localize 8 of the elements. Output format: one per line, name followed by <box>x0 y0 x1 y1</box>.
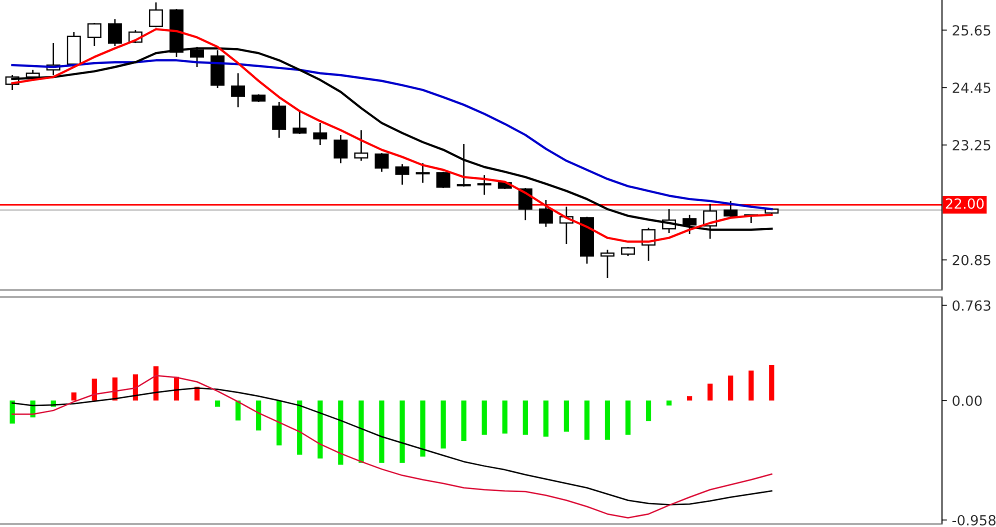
y-tick-label: 0.00 <box>952 395 982 406</box>
y-tick-label: 25.65 <box>952 25 990 36</box>
y-tick-label: 0.763 <box>952 300 990 311</box>
y-tick-label: 24.45 <box>952 82 990 94</box>
y-tick-label: 23.25 <box>952 140 990 150</box>
y-tick-label: -0.958 <box>952 514 996 526</box>
ref-line-label: 22.00 <box>946 198 984 209</box>
y-tick-label: 20.85 <box>952 254 990 266</box>
